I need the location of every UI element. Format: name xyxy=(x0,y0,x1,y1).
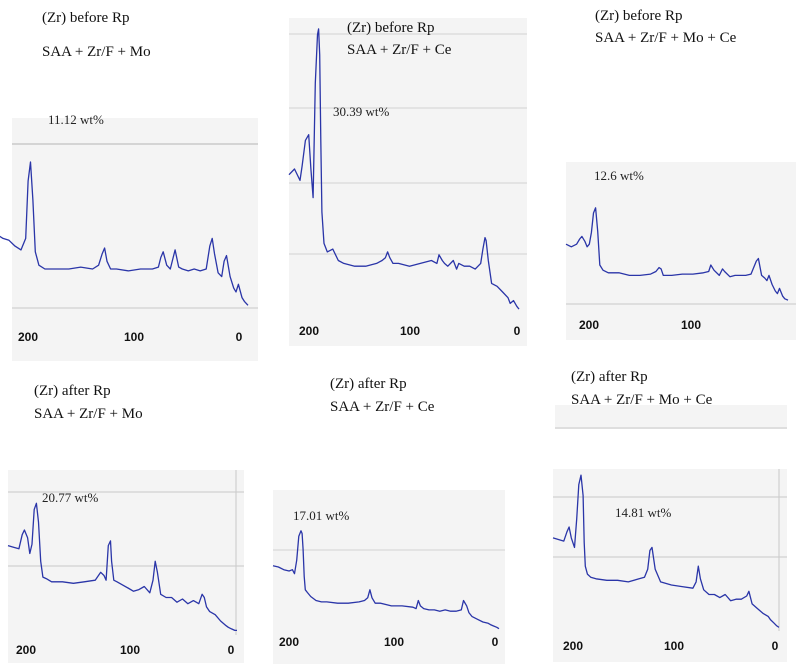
chart3-title-line1: (Zr) before Rp xyxy=(595,8,683,24)
chart4-title-line2: SAA + Zr/F + Mo xyxy=(34,406,143,422)
chart2-tick-label: 0 xyxy=(513,324,521,338)
chart5-wt-annotation: 17.01 wt% xyxy=(293,508,350,523)
chart1-title-line2: SAA + Zr/F + Mo xyxy=(42,44,151,60)
chart6-tick-label: 0 xyxy=(771,639,779,653)
chart2-svg xyxy=(288,28,527,310)
chart2-title-line1: (Zr) before Rp xyxy=(347,20,435,36)
chart4-wt-annotation: 20.77 wt% xyxy=(42,490,99,505)
chart2-title-line2: SAA + Zr/F + Ce xyxy=(347,42,452,58)
chart6-plot-area: 14.81 wt% 200 100 0 xyxy=(552,469,787,662)
chart1-title-line1: (Zr) before Rp xyxy=(42,10,130,26)
chart3-tick-label: 100 xyxy=(680,318,702,332)
chart1-tick-label: 100 xyxy=(123,330,145,344)
chart3-tick-label: 200 xyxy=(578,318,600,332)
chart2-tick-label: 200 xyxy=(298,324,320,338)
chart6-title-line2: SAA + Zr/F + Mo + Ce xyxy=(571,392,713,408)
chart6-title-line1: (Zr) after Rp xyxy=(571,369,648,385)
chart5-tick-label: 200 xyxy=(278,635,300,649)
chart6-tick-label: 200 xyxy=(562,639,584,653)
chart6-svg xyxy=(552,469,787,631)
chart4-tick-label: 100 xyxy=(119,643,141,657)
chart4-tick-label: 200 xyxy=(15,643,37,657)
chart6-series-line xyxy=(552,474,780,628)
chart1-tick-label: 200 xyxy=(17,330,39,344)
chart5-svg xyxy=(272,530,505,630)
chart4-svg xyxy=(7,470,244,635)
chart2-gridlines xyxy=(289,33,527,255)
chart3-title-line2: SAA + Zr/F + Mo + Ce xyxy=(595,30,737,46)
chart5-tick-label: 0 xyxy=(491,635,499,649)
chart1-wt-annotation: 11.12 wt% xyxy=(48,112,104,127)
chart4-plot-area: 20.77 wt% 200 100 0 xyxy=(7,470,244,663)
chart1-tick-label: 0 xyxy=(235,330,243,344)
chart3-plot-area: 12.6 wt% 200 100 xyxy=(565,162,796,340)
chart5-tick-label: 100 xyxy=(383,635,405,649)
chart4-title-line1: (Zr) after Rp xyxy=(34,383,111,399)
chart2-tick-label: 100 xyxy=(399,324,421,338)
chart2-plot-area: (Zr) before Rp SAA + Zr/F + Ce 30.39 wt%… xyxy=(288,18,527,346)
chart4-series-line xyxy=(7,502,237,632)
chart6-gridlines xyxy=(553,469,787,631)
chart6-wt-annotation: 14.81 wt% xyxy=(615,505,672,520)
chart3-svg xyxy=(565,207,796,305)
chart3-series-line xyxy=(565,207,789,301)
chart5-series-line xyxy=(272,530,500,630)
chart4-tick-label: 0 xyxy=(227,643,235,657)
chart6-strip xyxy=(555,405,787,429)
chart1-gridlines xyxy=(12,143,258,309)
chart1-series-line xyxy=(0,161,249,306)
chart3-wt-annotation: 12.6 wt% xyxy=(594,168,644,183)
chart6-tick-label: 100 xyxy=(663,639,685,653)
chart5-title-line1: (Zr) after Rp xyxy=(330,376,407,392)
chart5-title-line2: SAA + Zr/F + Ce xyxy=(330,399,435,415)
chart4-gridlines xyxy=(8,470,244,635)
chart1-plot-area: 11.12 wt% 200 100 0 xyxy=(0,112,258,361)
chart5-plot-area: 17.01 wt% 200 100 0 xyxy=(272,490,505,664)
chart6-strip-svg xyxy=(555,427,787,429)
chart2-wt-annotation: 30.39 wt% xyxy=(333,104,390,119)
chart2-series-line xyxy=(288,28,520,310)
chart1-svg xyxy=(0,143,258,309)
